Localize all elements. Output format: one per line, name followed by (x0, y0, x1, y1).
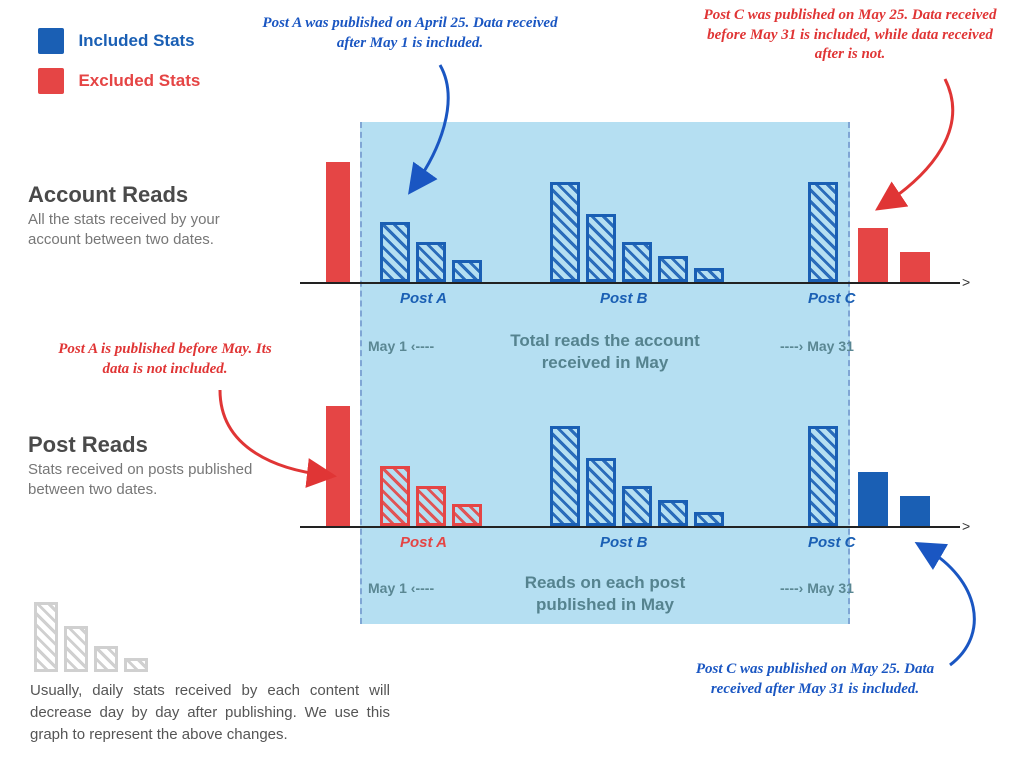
legend-label-included: Included Stats (78, 31, 194, 51)
mini-chart (34, 600, 164, 672)
group-post-post-a (380, 406, 500, 526)
bar2-c2 (858, 472, 888, 526)
footer-text: Usually, daily stats received by each co… (30, 680, 390, 745)
date-end-bottom: ----› May 31 (780, 580, 854, 596)
window-caption-top-text: Total reads the account received in May (510, 331, 700, 372)
mini-bar-3 (94, 646, 118, 672)
group-account-post-a (380, 162, 500, 282)
legend-item-excluded: Excluded Stats (38, 68, 200, 94)
bar2-b2 (586, 458, 616, 526)
bar2-a2 (416, 486, 446, 526)
date-start-top-text: May 1 (368, 338, 407, 354)
axis-post (300, 526, 960, 528)
legend: Included Stats Excluded Stats (38, 28, 200, 94)
date-start-bottom: May 1 ‹---- (368, 580, 434, 596)
bar-a3 (452, 260, 482, 282)
group-post-post-b (550, 406, 750, 526)
date-start-bottom-text: May 1 (368, 580, 407, 596)
group-account-post-c (808, 162, 948, 282)
bar-b4 (658, 256, 688, 282)
date-start-top: May 1 ‹---- (368, 338, 434, 354)
bar-a1 (380, 222, 410, 282)
bar-b2 (586, 214, 616, 282)
swatch-excluded (38, 68, 64, 94)
heading-post: Post Reads (28, 432, 258, 458)
prebar-account (326, 162, 350, 282)
note-top-right: Post C was published on May 25. Data rec… (700, 6, 1000, 65)
bar-b5 (694, 268, 724, 282)
bar2-a1 (380, 466, 410, 526)
arrow-bottom-right (870, 540, 1010, 680)
mini-bar-2 (64, 626, 88, 672)
note-top-left: Post A was published on April 25. Data r… (260, 14, 560, 53)
axis-account-arrow: > (962, 274, 970, 290)
axis-post-arrow: > (962, 518, 970, 534)
section-account: Account Reads All the stats received by … (28, 182, 258, 251)
mini-bar-4 (124, 658, 148, 672)
subheading-post: Stats received on posts published betwee… (28, 460, 258, 501)
prebar-post (326, 406, 350, 526)
bar2-b4 (658, 500, 688, 526)
note-mid-left: Post A is published before May. Its data… (50, 340, 280, 379)
heading-account: Account Reads (28, 182, 258, 208)
window-caption-bottom-text: Reads on each post published in May (525, 573, 686, 614)
legend-item-included: Included Stats (38, 28, 200, 54)
section-post: Post Reads Stats received on posts publi… (28, 432, 258, 501)
bar-c1 (808, 182, 838, 282)
bar2-b3 (622, 486, 652, 526)
note-bottom-right: Post C was published on May 25. Data rec… (680, 660, 950, 699)
bar2-c3 (900, 496, 930, 526)
bar2-b1 (550, 426, 580, 526)
date-end-top: ----› May 31 (780, 338, 854, 354)
bar2-a3 (452, 504, 482, 526)
bar-a2 (416, 242, 446, 282)
label-post-post-b: Post B (600, 534, 648, 551)
bar2-b5 (694, 512, 724, 526)
subheading-account: All the stats received by your account b… (28, 210, 258, 251)
bar-b1 (550, 182, 580, 282)
group-account-post-b (550, 162, 750, 282)
axis-account (300, 282, 960, 284)
label-post-post-c: Post C (808, 534, 856, 551)
group-post-post-c (808, 406, 948, 526)
date-end-top-text: May 31 (807, 338, 854, 354)
legend-label-excluded: Excluded Stats (78, 71, 200, 91)
label-account-post-a: Post A (400, 290, 447, 307)
bar-c3 (900, 252, 930, 282)
bar-c2 (858, 228, 888, 282)
bar2-c1 (808, 426, 838, 526)
label-account-post-b: Post B (600, 290, 648, 307)
label-post-post-a: Post A (400, 534, 447, 551)
label-account-post-c: Post C (808, 290, 856, 307)
swatch-included (38, 28, 64, 54)
date-end-bottom-text: May 31 (807, 580, 854, 596)
mini-bar-1 (34, 602, 58, 672)
bar-b3 (622, 242, 652, 282)
